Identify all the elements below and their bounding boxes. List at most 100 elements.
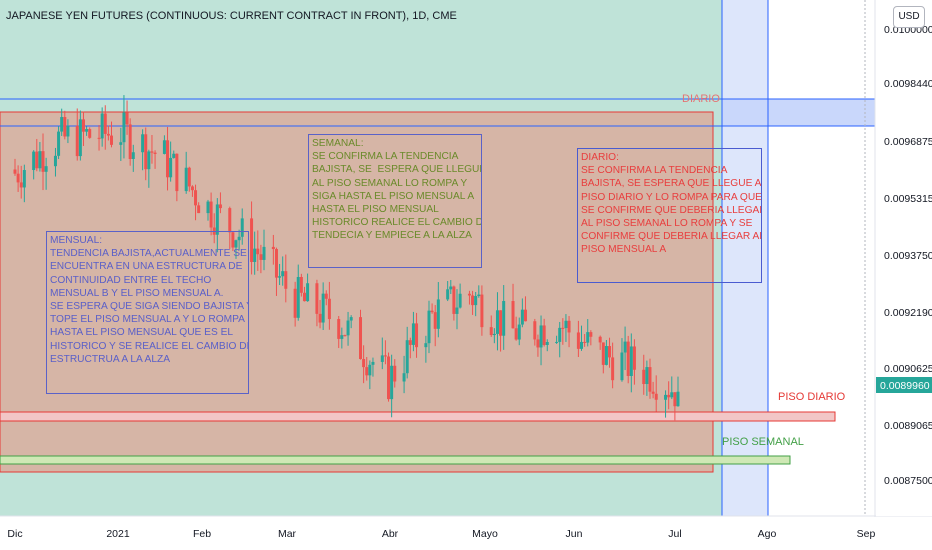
candle-body: [654, 393, 658, 400]
candle-body: [623, 341, 627, 353]
candle-body: [97, 137, 101, 139]
time-axis-bg[interactable]: [0, 517, 932, 550]
candle-body: [327, 298, 331, 320]
candle-body: [321, 293, 325, 323]
candle-body: [274, 249, 278, 278]
candle-body: [517, 324, 521, 340]
note-semanal[interactable]: SEMANAL: SE CONFIRMA LA TENDENCIA BAJIST…: [308, 134, 482, 268]
candle-body: [415, 323, 419, 348]
x-axis-ticks: Dic 2021 Feb Mar Abr Mayo Jun Jul Ago Se…: [7, 528, 875, 540]
note-diario[interactable]: DIARIO: SE CONFIRMA LA TENDENCIA BAJISTA…: [577, 148, 762, 283]
note-mensual[interactable]: MENSUAL: TENDENCIA BAJISTA,ACTUALMENTE S…: [46, 231, 249, 394]
candle-body: [109, 135, 113, 145]
candle-body: [262, 246, 266, 260]
candle-body: [576, 332, 580, 349]
x-tick: Abr: [382, 528, 399, 540]
candle-body: [542, 325, 546, 345]
candle-body: [620, 352, 624, 381]
candle-body: [250, 218, 254, 262]
candle-body: [315, 283, 319, 314]
candle-body: [558, 327, 562, 342]
candle-body: [580, 341, 584, 349]
price-axis-bg[interactable]: [876, 0, 932, 516]
candle-body: [383, 355, 387, 357]
candle-body: [402, 373, 406, 382]
candle-body: [611, 357, 615, 381]
candle-body: [651, 391, 655, 394]
candle-body: [387, 356, 391, 400]
candle-body: [228, 208, 232, 233]
candle-body: [253, 248, 257, 262]
y-tick: 0.0089065: [884, 420, 932, 432]
candle-body: [349, 317, 353, 321]
y-tick: 0.0095315: [884, 193, 932, 205]
candle-body: [81, 119, 85, 132]
candle-body: [511, 301, 515, 329]
candle-body: [293, 288, 297, 318]
candle-body: [433, 312, 437, 329]
candle-body: [499, 310, 503, 336]
candle-body: [645, 367, 649, 385]
candlestick-series: [13, 95, 680, 421]
candle-body: [604, 346, 608, 365]
candle-body: [626, 341, 630, 376]
candle-body: [642, 369, 646, 385]
y-tick: 0.0093750: [884, 250, 932, 262]
candle-body: [343, 335, 347, 337]
candle-body: [436, 299, 440, 329]
candle-body: [44, 166, 48, 172]
candle-body: [583, 341, 587, 343]
currency-button[interactable]: USD: [893, 6, 925, 28]
x-tick: 2021: [106, 528, 130, 540]
candle-body: [446, 289, 450, 300]
candle-body: [648, 367, 652, 392]
candle-body: [190, 186, 194, 191]
candle-body: [601, 342, 605, 365]
candle-body: [197, 205, 201, 214]
candle-body: [670, 392, 674, 398]
candle-body: [206, 201, 210, 214]
candle-body: [408, 340, 412, 345]
candle-body: [234, 240, 238, 248]
y-axis-ticks: 0.0100000 0.0098440 0.0096875 0.0095315 …: [884, 24, 932, 487]
candle-body: [520, 309, 524, 325]
candle-body: [673, 392, 677, 407]
candle-body: [564, 320, 568, 329]
candle-body: [667, 394, 671, 398]
last-price-marker: [876, 377, 932, 393]
candle-body: [467, 293, 471, 296]
candle-body: [514, 328, 518, 340]
candle-body: [533, 321, 537, 340]
candle-body: [489, 327, 493, 336]
y-tick: 0.0096875: [884, 136, 932, 148]
candle-body: [393, 365, 397, 382]
candle-body: [75, 125, 79, 157]
y-tick: 0.0098440: [884, 78, 932, 90]
candle-body: [32, 151, 36, 171]
candle-body: [449, 286, 453, 290]
candle-body: [632, 346, 636, 370]
candle-body: [430, 310, 434, 313]
label-piso-semanal: PISO SEMANAL: [722, 436, 804, 448]
candle-body: [477, 294, 481, 297]
candle-body: [60, 117, 64, 132]
chart-title: JAPANESE YEN FUTURES (CONTINUOUS: CURREN…: [6, 10, 457, 22]
candle-body: [676, 391, 680, 407]
x-tick: Jun: [566, 528, 583, 540]
candle-body: [78, 119, 82, 157]
candle-body: [523, 309, 527, 322]
candle-body: [259, 254, 263, 260]
candle-body: [187, 167, 191, 187]
candle-body: [455, 307, 459, 314]
candle-body: [555, 341, 559, 343]
candle-body: [128, 124, 132, 159]
x-tick: Dic: [7, 528, 22, 540]
candle-body: [299, 276, 303, 293]
candle-body: [589, 332, 593, 337]
candle-body: [85, 129, 89, 132]
candle-body: [57, 131, 61, 156]
candle-body: [411, 323, 415, 345]
candle-body: [281, 271, 285, 277]
candle-body: [103, 113, 107, 134]
